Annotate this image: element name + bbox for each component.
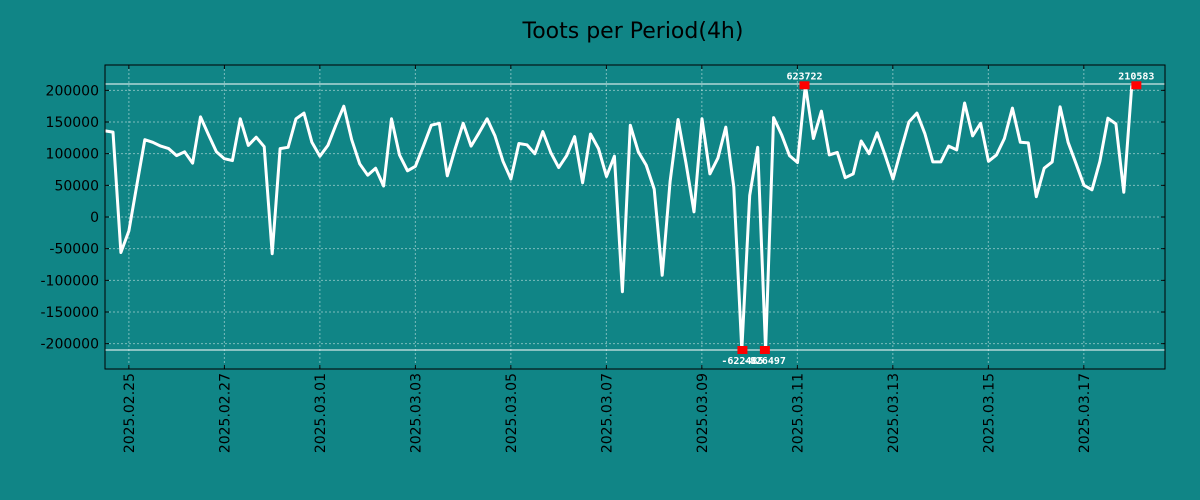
y-tick-label: -200000 <box>41 337 100 353</box>
y-tick-label: -150000 <box>41 305 100 321</box>
reference-lines <box>105 83 1165 351</box>
x-tick-label: 2025.03.01 <box>313 373 329 453</box>
y-tick-label: -100000 <box>41 273 100 289</box>
series-line <box>104 83 1134 352</box>
peak-marker <box>799 81 810 90</box>
y-tick-label: 150000 <box>46 115 99 131</box>
chart-title: Toots per Period(4h) <box>522 19 744 44</box>
plot-frame <box>104 64 1166 370</box>
x-tick-label: 2025.03.11 <box>790 373 806 453</box>
x-tick-label: 2025.03.09 <box>695 373 711 453</box>
x-axis: 2025.02.25 2025.02.27 2025.03.01 2025.03.03… <box>122 65 1093 453</box>
x-tick-label: 2025.03.15 <box>981 373 997 453</box>
peak-marker <box>1131 81 1142 90</box>
y-tick-label: 100000 <box>46 147 99 163</box>
x-tick-label: 2025.02.25 <box>122 373 138 453</box>
peak-marker <box>759 346 770 354</box>
y-tick-label: 0 <box>90 210 99 226</box>
y-axis: -200000 -150000 -100000 -50000 0 50000 100000 1… <box>41 83 1165 353</box>
peak-label: -826497 <box>744 356 786 367</box>
x-tick-label: 2025.03.13 <box>886 373 902 453</box>
x-tick-label: 2025.03.03 <box>408 373 424 453</box>
y-tick-label: 50000 <box>54 178 99 194</box>
x-tick-label: 2025.03.07 <box>599 373 615 453</box>
y-tick-label: -50000 <box>49 242 99 258</box>
series <box>104 83 1134 352</box>
annotations: 623722 210583 -622485-826497 <box>721 71 1154 367</box>
peak-label: -622485 <box>721 356 763 367</box>
x-tick-label: 2025.03.05 <box>504 373 520 453</box>
x-tick-label: 2025.02.27 <box>217 373 233 453</box>
peak-label: 623722 <box>786 71 822 82</box>
y-tick-label: 200000 <box>46 83 99 99</box>
peak-label: 210583 <box>1118 71 1154 82</box>
markers <box>737 81 1142 354</box>
peak-marker <box>737 346 748 354</box>
x-tick-label: 2025.03.17 <box>1077 373 1093 453</box>
grid <box>105 65 1165 369</box>
